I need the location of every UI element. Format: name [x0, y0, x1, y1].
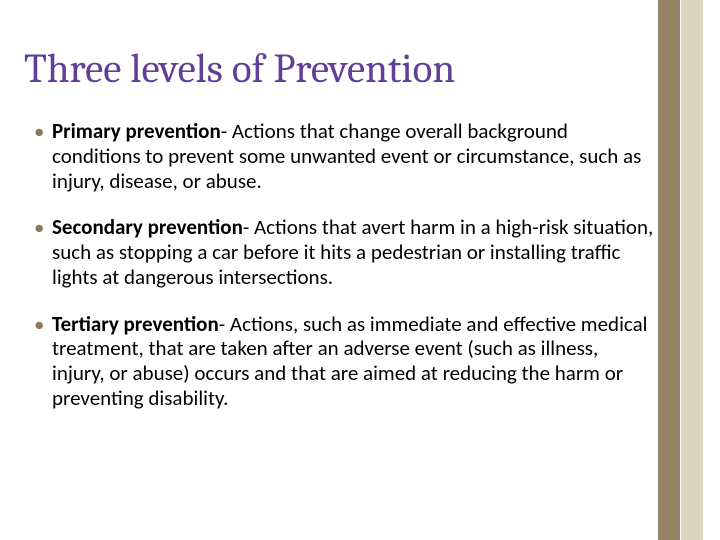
- bullet-term: Primary prevention: [52, 118, 221, 144]
- list-item: Primary prevention- Actions that change …: [24, 119, 654, 193]
- slide: Three levels of Prevention Primary preve…: [0, 0, 720, 540]
- list-item: Tertiary prevention- Actions, such as im…: [24, 312, 654, 411]
- bullet-term: Tertiary prevention: [52, 311, 219, 337]
- list-item: Secondary prevention- Actions that avert…: [24, 215, 654, 289]
- bullet-list: Primary prevention- Actions that change …: [24, 119, 654, 411]
- decorative-bar-light: [681, 0, 703, 540]
- slide-title: Three levels of Prevention: [24, 46, 654, 93]
- content-area: Three levels of Prevention Primary preve…: [24, 46, 654, 411]
- bullet-term: Secondary prevention: [52, 214, 243, 240]
- decorative-bar-dark: [658, 0, 680, 540]
